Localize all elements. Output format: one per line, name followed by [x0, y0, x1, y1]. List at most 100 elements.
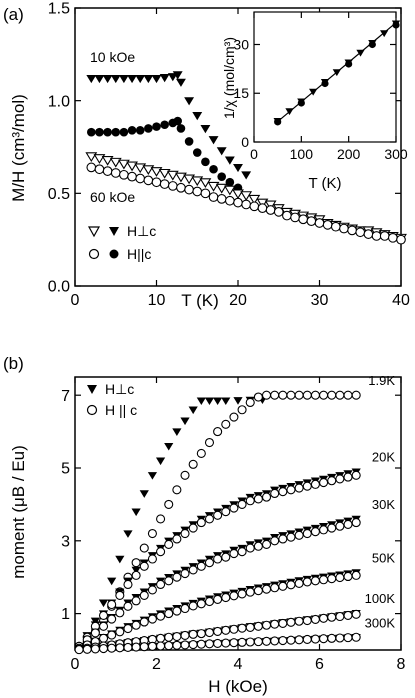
- panel-a-ytick-label: 0.5: [48, 186, 70, 203]
- panel-b-point: [310, 527, 320, 537]
- panel-b-point: [204, 558, 215, 568]
- panel-a-point: [215, 183, 228, 194]
- panel-b-point: [270, 619, 280, 629]
- panel-b-point: [213, 638, 223, 648]
- panel-b-point: [343, 519, 353, 529]
- panel-a-point: [135, 126, 145, 135]
- panel-b-point: [229, 591, 239, 601]
- panel-b-point: [261, 584, 272, 594]
- inset-point: [380, 30, 389, 38]
- panel-b-point: [147, 585, 157, 595]
- panel-a-point: [135, 173, 146, 184]
- inset-xtick-label: 0: [250, 146, 258, 162]
- panel-b-point: [172, 428, 182, 436]
- legend-open-triangle-icon: [87, 226, 101, 238]
- panel-a-point: [85, 152, 98, 163]
- panel-b-point: [310, 614, 320, 624]
- panel-a-ylabel-text: M/H (cm³/mol): [9, 94, 28, 202]
- panel-b-point: [286, 532, 296, 542]
- panel-b-point: [139, 590, 149, 600]
- legend-a-par: H||c: [127, 246, 151, 262]
- panel-b-point: [286, 617, 296, 627]
- panel-b-point: [196, 599, 206, 609]
- temperature-label: 1.9K: [368, 373, 395, 388]
- panel-b-point: [335, 573, 345, 583]
- panel-b-point: [213, 554, 223, 564]
- panel-b-point: [147, 641, 157, 651]
- inset-point: [332, 69, 341, 77]
- panel-b-point: [327, 523, 337, 533]
- panel-b-point: [147, 528, 157, 539]
- panel-a-point: [282, 210, 292, 221]
- panel-b-point: [131, 558, 141, 568]
- panel-b-point: [196, 639, 206, 649]
- panel-b-point: [294, 578, 304, 588]
- panel-b-point: [327, 574, 337, 584]
- panel-b-point: [343, 571, 353, 582]
- panel-b-point: [147, 472, 158, 480]
- panel-a-point: [264, 200, 277, 211]
- panel-b-point: [180, 470, 190, 480]
- panel-a-point: [151, 177, 162, 188]
- panel-b-point: [107, 643, 117, 653]
- panel-a-point: [225, 195, 235, 206]
- panel-b-point: [156, 514, 166, 524]
- panel-b-point: [204, 627, 215, 638]
- panel-b-point: [245, 543, 255, 553]
- panel-a-point: [306, 216, 317, 226]
- panel-b-label: (b): [3, 354, 24, 373]
- panel-b-point: [294, 530, 304, 540]
- panel-b-point: [270, 488, 280, 499]
- panel-b-point: [107, 577, 117, 586]
- panel-b-point: [286, 635, 296, 645]
- panel-a-point: [248, 194, 261, 205]
- inset-xlabel: T (K): [308, 175, 341, 192]
- panel-b-xtick-label: 8: [397, 656, 406, 673]
- panel-b-point: [245, 637, 255, 647]
- panel-b-point: [302, 481, 312, 491]
- panel-b-point: [253, 621, 263, 631]
- panel-b-point: [351, 390, 361, 400]
- panel-b-point: [180, 630, 190, 640]
- panel-b-point: [204, 639, 215, 649]
- panel-b-point: [188, 639, 198, 650]
- inset-point: [392, 21, 400, 29]
- panel-b-point: [164, 632, 174, 642]
- panel-b-point: [139, 617, 149, 627]
- panel-a-point: [216, 194, 227, 204]
- panel-b-point: [115, 555, 125, 564]
- panel-b-point: [253, 637, 263, 647]
- panel-a-point: [176, 182, 186, 193]
- panel-a-point: [224, 156, 235, 165]
- panel-a-point: [355, 227, 366, 238]
- panel-b-point: [229, 638, 239, 648]
- panel-a-point: [94, 164, 105, 175]
- inset-ytick-label: 0: [241, 134, 249, 150]
- panel-b-point: [196, 518, 206, 528]
- panel-b-point: [156, 579, 166, 590]
- panel-a-point: [256, 198, 269, 209]
- panel-b-point: [180, 417, 190, 426]
- panel-a-point: [134, 163, 147, 174]
- panel-b-point: [278, 618, 288, 628]
- panel-b-point: [131, 642, 141, 652]
- panel-b-point: [196, 561, 206, 571]
- panel-b-point: [278, 487, 288, 497]
- panel-b-ytick-label: 7: [61, 388, 70, 405]
- panel-b-point: [302, 577, 312, 587]
- panel-a-point: [233, 163, 243, 173]
- panel-b-point: [237, 499, 247, 509]
- panel-b-point: [123, 601, 133, 611]
- inset-ylabel-text: 1/χ (mol/cm³): [221, 37, 237, 119]
- panel-b-point: [164, 442, 174, 451]
- panel-a-point: [322, 219, 333, 230]
- panel-b-point: [90, 628, 100, 638]
- panel-b-point: [131, 508, 141, 517]
- panel-b-point: [261, 636, 272, 646]
- inset-ytick-label: 15: [233, 85, 249, 101]
- panel-b-point: [221, 625, 231, 635]
- panel-b-point: [115, 590, 125, 600]
- panel-b-point: [327, 612, 337, 622]
- panel-a-xtick-label: 0: [71, 292, 80, 309]
